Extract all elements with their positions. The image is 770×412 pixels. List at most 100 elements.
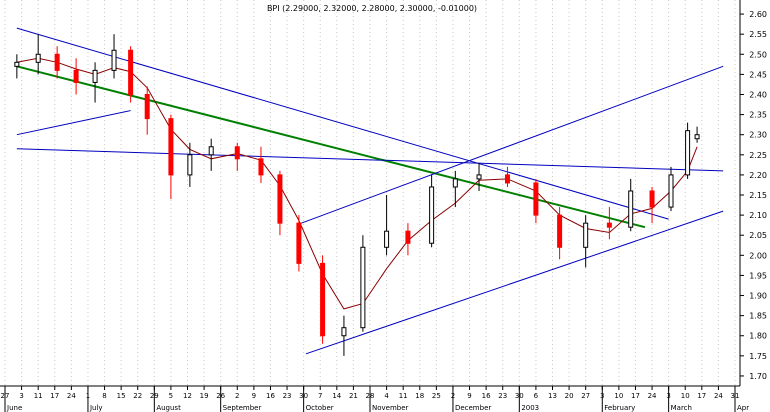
y-tick-label: 2.00 bbox=[749, 251, 767, 260]
green-trend-line bbox=[16, 65, 646, 229]
month-label: July bbox=[89, 404, 103, 412]
candle-body bbox=[168, 118, 174, 176]
candle-body bbox=[606, 222, 612, 228]
blue-trend-line bbox=[16, 27, 669, 220]
month-label: March bbox=[671, 404, 692, 412]
candle-body bbox=[685, 130, 691, 176]
candle-body bbox=[452, 178, 458, 188]
y-tick-label: 2.45 bbox=[749, 70, 767, 79]
candle-body bbox=[557, 214, 563, 248]
moving-average-line bbox=[16, 57, 698, 310]
month-label: June bbox=[6, 404, 22, 412]
candle-body bbox=[35, 53, 41, 63]
x-tick-label: 17 bbox=[50, 392, 59, 400]
y-tick-label: 2.55 bbox=[749, 30, 767, 39]
blue-trend-line bbox=[301, 65, 724, 224]
y-tick-label: 1.90 bbox=[749, 292, 767, 301]
month-label: 2003 bbox=[521, 404, 539, 412]
trend-lines bbox=[16, 27, 724, 355]
candle-body bbox=[54, 53, 60, 71]
x-tick-label: 11 bbox=[399, 392, 408, 400]
x-tick-label: 14 bbox=[332, 392, 341, 400]
x-tick-label: 27 bbox=[581, 392, 590, 400]
candle-body bbox=[73, 69, 79, 83]
y-tick-label: 1.95 bbox=[749, 271, 767, 280]
x-tick-label: 25 bbox=[432, 392, 441, 400]
candle-body bbox=[504, 174, 510, 184]
x-tick-label: 9 bbox=[252, 392, 256, 400]
moving-average bbox=[16, 57, 698, 310]
x-tick-label: 4 bbox=[384, 392, 389, 400]
candle-body bbox=[533, 182, 539, 216]
candle-body bbox=[429, 186, 435, 244]
blue-trend-line bbox=[16, 110, 131, 136]
candle-body bbox=[628, 190, 634, 228]
candle-body bbox=[296, 222, 302, 264]
x-tick-label: 24 bbox=[67, 392, 76, 400]
x-tick-label: 5 bbox=[169, 392, 173, 400]
x-tick-label: 22 bbox=[133, 392, 142, 400]
candle-body bbox=[14, 61, 20, 67]
x-tick-label: 17 bbox=[631, 392, 640, 400]
x-tick-label: 11 bbox=[34, 392, 43, 400]
candle-body bbox=[476, 174, 482, 180]
candle-body bbox=[258, 158, 264, 176]
y-tick-label: 2.10 bbox=[749, 211, 767, 220]
candle-body bbox=[92, 69, 98, 83]
y-tick-label: 1.80 bbox=[749, 332, 767, 341]
y-tick-label: 2.20 bbox=[749, 171, 767, 180]
y-tick-label: 2.30 bbox=[749, 131, 767, 140]
chart-title: BPI (2.29000, 2.32000, 2.28000, 2.30000,… bbox=[267, 4, 477, 13]
x-tick-label: 10 bbox=[614, 392, 623, 400]
y-tick-label: 2.50 bbox=[749, 50, 767, 59]
x-tick-label: 24 bbox=[714, 392, 723, 400]
candle-body bbox=[583, 222, 589, 248]
month-label: December bbox=[455, 404, 491, 412]
x-tick-label: 2 bbox=[235, 392, 239, 400]
candle-body bbox=[128, 49, 134, 95]
candle-body bbox=[694, 134, 700, 140]
candle-body bbox=[668, 174, 674, 208]
x-tick-label: 9 bbox=[467, 392, 471, 400]
candle-body bbox=[187, 154, 193, 176]
month-label: November bbox=[372, 404, 409, 412]
x-tick-label: 15 bbox=[117, 392, 126, 400]
x-tick-label: 10 bbox=[681, 392, 690, 400]
candle-body bbox=[277, 174, 283, 224]
month-label: October bbox=[306, 404, 334, 412]
x-tick-label: 12 bbox=[183, 392, 192, 400]
y-tick-label: 1.70 bbox=[749, 372, 767, 381]
x-tick-label: 24 bbox=[648, 392, 657, 400]
candle-body bbox=[405, 230, 411, 244]
blue-trend-line bbox=[16, 148, 724, 172]
blue-trend-line bbox=[305, 210, 724, 355]
x-tick-label: 20 bbox=[565, 392, 574, 400]
y-tick-label: 2.25 bbox=[749, 151, 767, 160]
x-tick-label: 21 bbox=[349, 392, 358, 400]
candle-body bbox=[320, 262, 326, 337]
x-tick-label: 18 bbox=[415, 392, 424, 400]
y-tick-label: 2.05 bbox=[749, 231, 767, 240]
y-tick-label: 1.75 bbox=[749, 352, 767, 361]
x-tick-label: 6 bbox=[534, 392, 539, 400]
candle-body bbox=[144, 93, 150, 120]
candle-body bbox=[208, 146, 214, 156]
candle-body bbox=[341, 327, 347, 337]
y-tick-label: 2.35 bbox=[749, 111, 767, 120]
y-tick-label: 2.60 bbox=[749, 10, 767, 19]
x-tick-label: 3 bbox=[19, 392, 23, 400]
month-label: Apr bbox=[737, 404, 749, 412]
month-label: September bbox=[223, 404, 262, 412]
month-label: August bbox=[156, 404, 181, 412]
candle-body bbox=[360, 246, 366, 329]
x-tick-label: 13 bbox=[548, 392, 557, 400]
y-tick-label: 1.85 bbox=[749, 312, 767, 321]
x-axis: 2731117241815222951219262916233071421284… bbox=[0, 385, 749, 412]
candle-body bbox=[384, 230, 390, 248]
x-tick-label: 7 bbox=[318, 392, 322, 400]
x-tick-label: 16 bbox=[482, 392, 491, 400]
y-axis: 2.60 2.55 2.50 2.45 2.40 2.35 2.30 2.25 2.20 2.15… bbox=[739, 0, 767, 386]
x-tick-label: 23 bbox=[283, 392, 292, 400]
candle-body bbox=[649, 190, 655, 208]
